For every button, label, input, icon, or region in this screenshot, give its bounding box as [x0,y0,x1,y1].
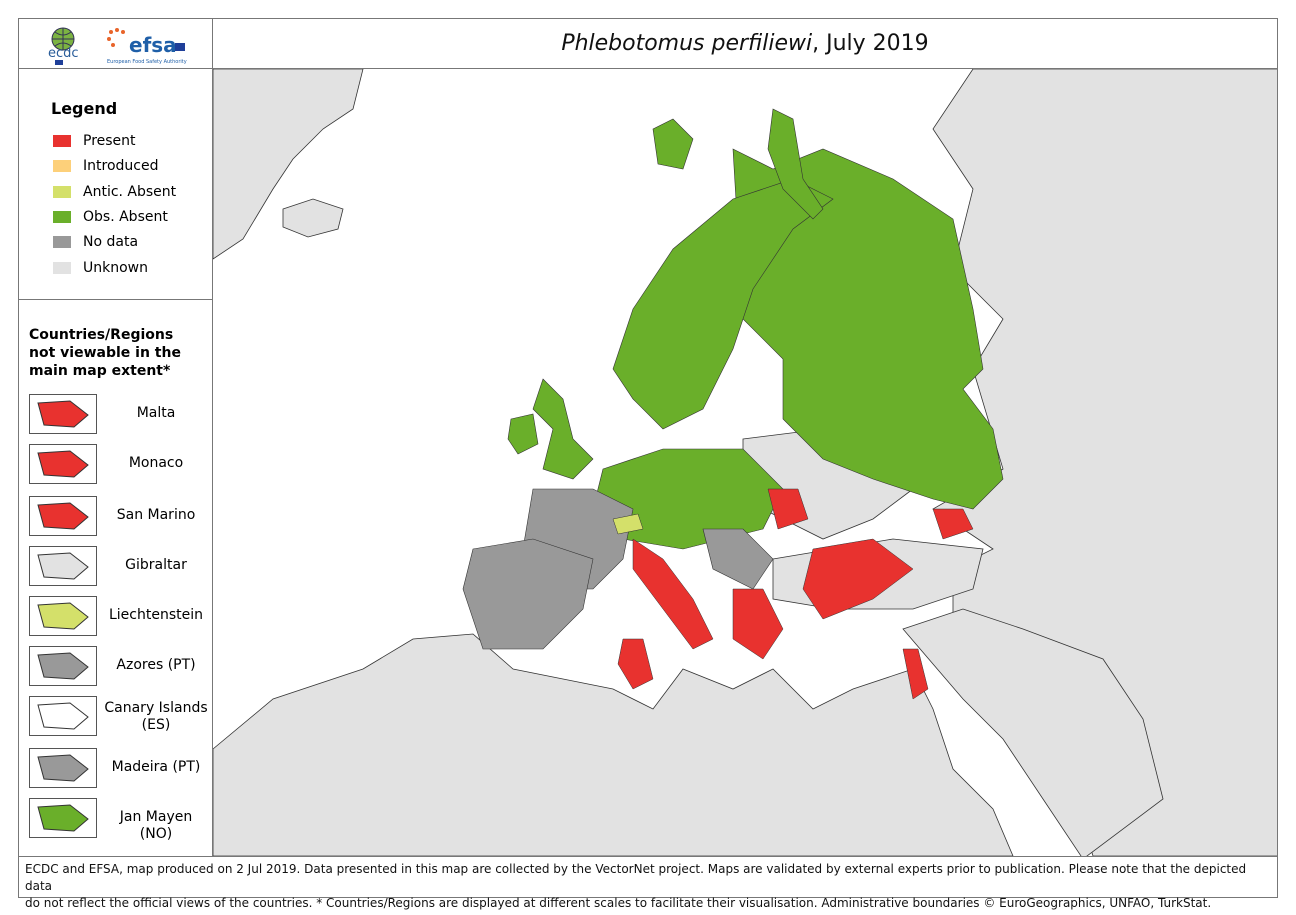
inset-label: Liechtenstein [108,607,203,623]
legend-item: Obs. Absent [53,209,168,225]
caucasus-present [932,508,974,540]
svg-text:efsa: efsa [129,33,177,57]
uk [532,378,594,480]
inset-map [29,646,97,686]
legend-swatch [53,236,71,249]
legend-swatch [53,160,71,173]
legend: Legend Present Introduced Antic. Absent Obs… [19,69,212,300]
legend-label: Unknown [83,259,148,276]
main-map[interactable] [213,69,1277,856]
greenland [213,69,364,260]
legend-label: Antic. Absent [83,183,177,200]
inset-map [29,696,97,736]
greece-present [732,588,784,660]
legend-label: Introduced [83,158,159,175]
ecdc-efsa-logos: ecdc efsa European Food Safety Authority [48,27,187,65]
novaya-zemlya [767,108,824,220]
legend-item: Unknown [53,260,148,276]
map-title: Phlebotomus perfiliewi, July 2019 [213,19,1277,69]
legend-swatch [53,210,71,223]
scandinavia [612,178,834,430]
iberia [462,538,594,650]
russia-west [732,148,1004,510]
legend-swatch [53,135,71,147]
inset-label: Malta [136,405,176,421]
inset-map [29,748,97,788]
legend-item: Present [53,133,136,149]
inset-map [29,496,97,536]
legend-label: Present [83,133,136,149]
svg-text:ecdc: ecdc [48,46,79,61]
inset-map [29,546,97,586]
legend-item: Introduced [53,158,158,174]
legend-swatch [53,261,71,274]
inset-label: Canary Islands (ES) [104,700,208,733]
footer: ECDC and EFSA, map produced on 2 Jul 201… [19,856,1277,910]
left-panel: Legend Present Introduced Antic. Absent Obs… [19,69,213,856]
legend-label: No data [83,234,139,251]
israel-present [902,648,929,700]
footer-line-2: do not reflect the official views of the… [25,896,1212,910]
balkans-nodata [702,528,774,590]
inset-map [29,596,97,636]
inset-map [29,444,97,484]
map-frame: ecdc efsa European Food Safety Authority… [18,18,1278,910]
footer-line-1: ECDC and EFSA, map produced on 2 Jul 201… [25,862,1247,893]
species-name: Phlebotomus perfiliewi [561,31,813,56]
italy-present [632,538,714,650]
inset-map [29,394,97,434]
legend-item: Antic. Absent [53,184,176,200]
switzerland-antic-absent [612,513,644,535]
africa [213,633,1014,856]
inset-label: San Marino [116,507,196,523]
inset-label: Jan Mayen (NO) [119,809,193,842]
legend-title: Legend [51,99,118,118]
inset-label: Azores (PT) [116,657,196,673]
middle-east [902,608,1164,856]
iceland [282,198,344,238]
legend-label: Obs. Absent [83,208,168,225]
svg-text:European Food Safety Authority: European Food Safety Authority [107,59,187,65]
svalbard [652,118,694,170]
legend-swatch [53,185,71,198]
legend-item: No data [53,234,138,250]
inset-map [29,798,97,838]
turkey-present [802,538,914,620]
inset-label: Gibraltar [125,557,187,573]
logos: ecdc efsa European Food Safety Authority [19,19,213,69]
inset-title: Countries/Regions not viewable in the ma… [29,327,181,379]
title-date: , July 2019 [812,31,929,56]
map-canvas [213,69,1277,856]
inset-label: Monaco [128,455,184,471]
tunisia-present [617,638,654,690]
romania-present [767,488,809,530]
inset-label: Madeira (PT) [111,759,201,775]
ireland [507,413,539,455]
